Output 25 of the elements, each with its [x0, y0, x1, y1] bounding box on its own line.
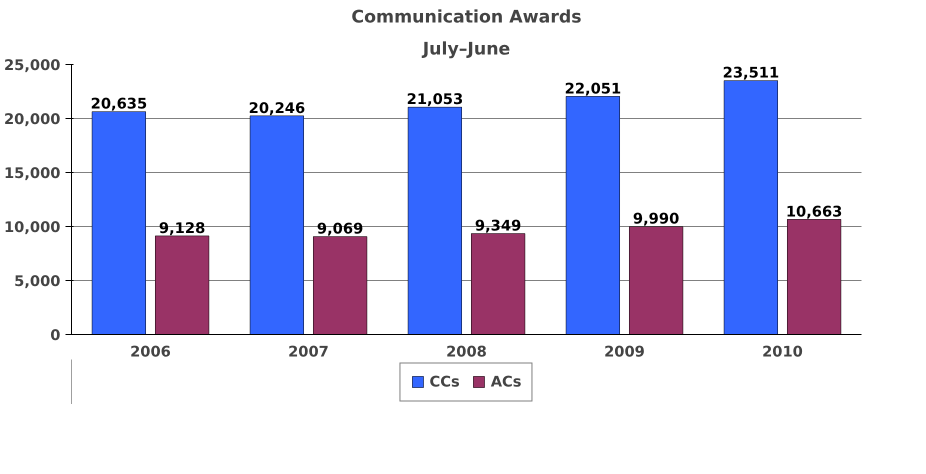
data-label: 9,990: [632, 210, 680, 228]
data-label: 10,663: [786, 203, 842, 220]
y-tick-label: 20,000: [4, 111, 61, 128]
x-tick-label: 2007: [288, 344, 329, 360]
data-label: 20,635: [90, 96, 148, 113]
x-tick-label: 2010: [762, 344, 803, 360]
y-tick-label: 0: [50, 327, 61, 344]
legend-label: ACs: [490, 373, 522, 390]
y-tick-label: 5,000: [14, 273, 60, 290]
chart-title: Communication Awards: [351, 8, 582, 28]
x-tick-label: 2006: [130, 344, 171, 360]
y-tick-label: 25,000: [4, 57, 61, 74]
data-label: 22,051: [564, 80, 622, 98]
y-tick-label: 10,000: [4, 219, 61, 236]
data-label: 9,349: [474, 218, 522, 235]
chart-subtitle: July–June: [422, 40, 510, 60]
legend-label: CCs: [429, 373, 460, 390]
x-tick-label: 2009: [604, 344, 645, 360]
data-label: 20,246: [248, 100, 306, 117]
data-label: 21,053: [406, 91, 464, 108]
data-label: 9,128: [158, 220, 206, 237]
y-tick-label: 15,000: [4, 165, 61, 182]
data-label: 9,069: [316, 220, 364, 238]
x-tick-label: 2008: [446, 344, 487, 360]
data-label: 23,511: [722, 64, 780, 82]
